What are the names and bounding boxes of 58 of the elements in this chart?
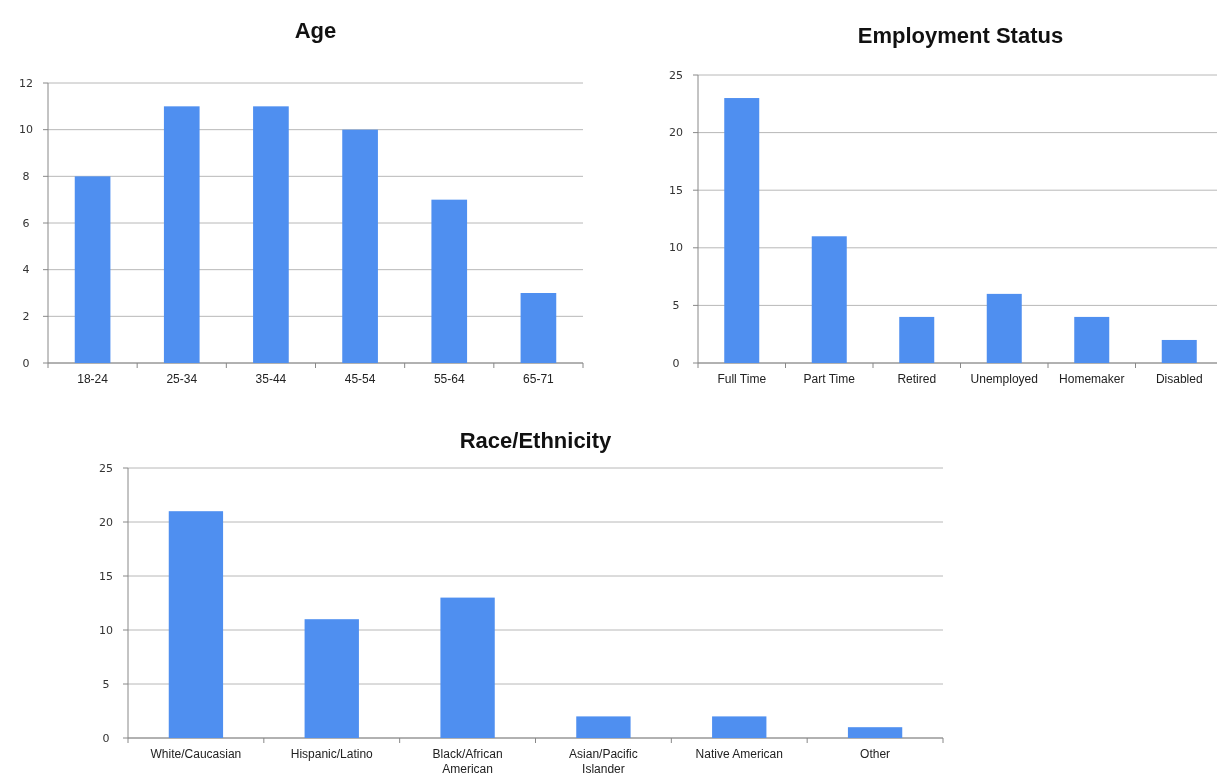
y-tick-label: 12 bbox=[19, 76, 33, 90]
x-tick-label: 45-54 bbox=[344, 372, 376, 386]
x-tick-label: Part Time bbox=[803, 372, 856, 386]
y-tick-label: 4 bbox=[22, 263, 30, 277]
bar bbox=[847, 727, 903, 738]
x-tick-label: Native American bbox=[695, 747, 783, 761]
chart-title: Race/Ethnicity bbox=[459, 428, 613, 453]
x-tick-label: Homemaker bbox=[1059, 372, 1125, 386]
y-tick-label: 10 bbox=[99, 623, 113, 637]
x-tick-label: Unemployed bbox=[970, 372, 1038, 386]
bar bbox=[724, 98, 760, 363]
bar bbox=[440, 597, 495, 738]
bar bbox=[520, 293, 557, 363]
x-tick-label: 25-34 bbox=[166, 372, 198, 386]
bar bbox=[163, 106, 200, 363]
bar bbox=[74, 176, 111, 363]
x-tick-label: 18-24 bbox=[77, 372, 109, 386]
x-tick-label: 55-64 bbox=[433, 372, 465, 386]
bar bbox=[811, 236, 847, 363]
y-tick-label: 20 bbox=[99, 515, 113, 529]
y-tick-label: 10 bbox=[669, 241, 683, 255]
x-tick-label: 65-71 bbox=[523, 372, 555, 386]
y-tick-label: 25 bbox=[99, 461, 113, 475]
x-tick-label: Retired bbox=[897, 372, 937, 386]
bar bbox=[576, 716, 631, 738]
x-tick-label: Other bbox=[860, 747, 891, 761]
bar bbox=[168, 511, 224, 738]
x-tick-label: Black/African American bbox=[432, 747, 503, 776]
x-tick-label: White/Caucasian bbox=[150, 747, 242, 761]
y-tick-label: 15 bbox=[669, 183, 683, 197]
bar bbox=[304, 619, 359, 738]
bar bbox=[1074, 316, 1110, 363]
bar bbox=[431, 199, 468, 363]
y-tick-label: 15 bbox=[99, 569, 113, 583]
x-tick-label: Full Time bbox=[717, 372, 767, 386]
x-tick-label: Asian/Pacific Islander bbox=[569, 747, 638, 776]
y-tick-label: 8 bbox=[22, 169, 30, 183]
y-tick-label: 10 bbox=[19, 123, 33, 137]
chart-title: Employment Status bbox=[857, 23, 1064, 48]
bar bbox=[342, 129, 378, 363]
bar bbox=[1161, 339, 1197, 363]
bar bbox=[253, 106, 289, 363]
y-tick-label: 5 bbox=[102, 677, 110, 691]
chart-title: Age bbox=[294, 18, 337, 43]
y-tick-label: 0 bbox=[22, 356, 30, 370]
bar bbox=[899, 316, 935, 363]
y-tick-label: 5 bbox=[672, 298, 680, 312]
y-tick-label: 0 bbox=[102, 731, 110, 745]
bar bbox=[986, 293, 1022, 363]
bar bbox=[712, 716, 767, 738]
x-tick-label: Hispanic/Latino bbox=[290, 747, 374, 761]
x-tick-label: 35-44 bbox=[255, 372, 287, 386]
y-tick-label: 2 bbox=[22, 309, 30, 323]
x-tick-label: Disabled bbox=[1155, 372, 1203, 386]
y-tick-label: 20 bbox=[669, 126, 683, 140]
y-tick-label: 0 bbox=[672, 356, 680, 370]
y-tick-label: 6 bbox=[22, 216, 30, 230]
y-tick-label: 25 bbox=[669, 68, 683, 82]
